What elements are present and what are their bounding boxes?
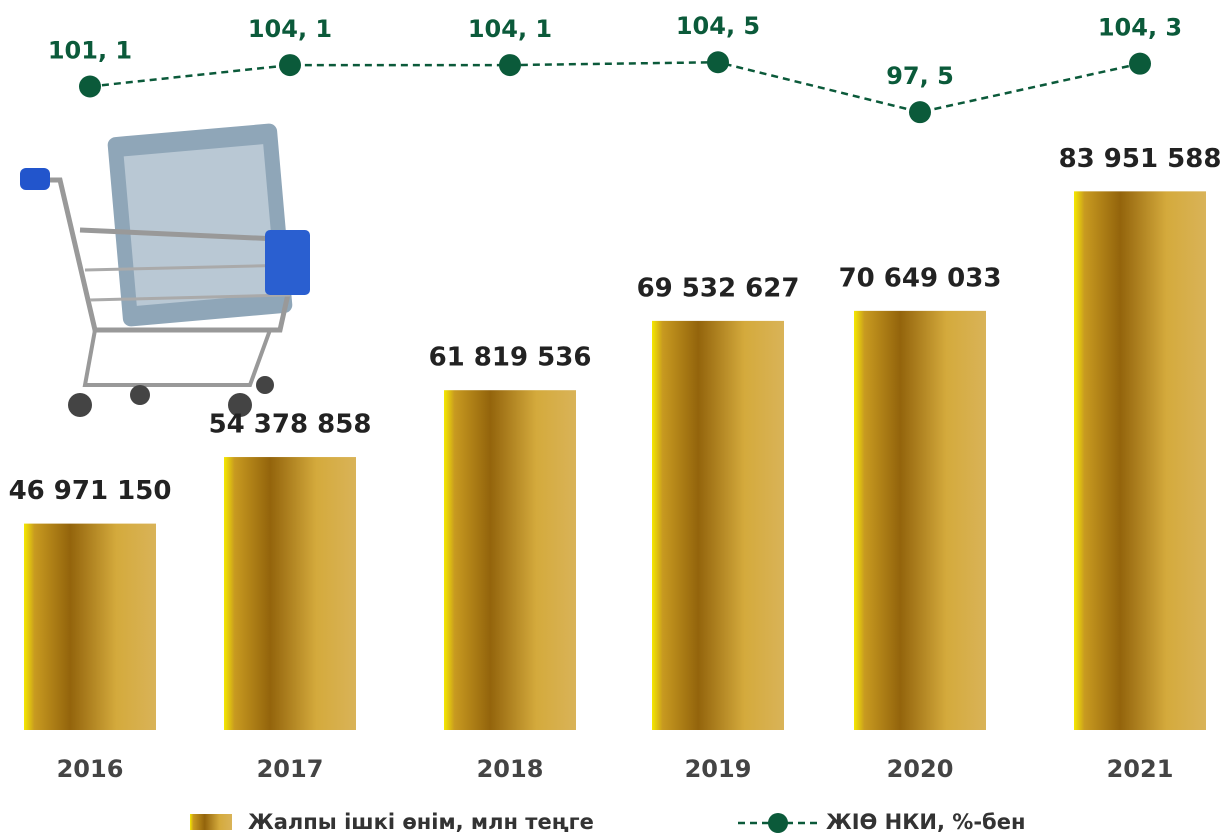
line-point	[707, 51, 729, 74]
x-tick-label: 2018	[477, 755, 544, 783]
bar	[224, 457, 356, 730]
value-label: 46 971 150	[9, 476, 172, 506]
bar	[854, 310, 986, 730]
value-label: 101, 1	[48, 36, 132, 64]
line	[89, 60, 1141, 114]
cart-illustration	[20, 123, 310, 417]
bar	[444, 390, 576, 730]
value-label: 104, 1	[468, 15, 552, 43]
bar	[24, 523, 156, 730]
legend-swatch	[190, 814, 232, 830]
legend-swatch	[768, 813, 788, 833]
line-point	[499, 54, 521, 77]
value-label: 104, 5	[676, 12, 760, 40]
legend-label: Жалпы ішкі өнім, млн теңге	[248, 810, 594, 834]
value-label: 69 532 627	[637, 273, 800, 303]
line-point	[1129, 52, 1151, 75]
x-tick-label: 2021	[1107, 755, 1174, 783]
value-label: 104, 1	[248, 15, 332, 43]
x-tick-label: 2016	[57, 755, 124, 783]
value-label: 70 649 033	[839, 263, 1002, 293]
bar	[652, 320, 784, 730]
value-label: 104, 3	[1098, 14, 1182, 42]
x-tick-label: 2020	[887, 755, 954, 783]
value-label: 83 951 588	[1059, 144, 1221, 174]
x-tick-label: 2019	[685, 755, 752, 783]
x-tick-label: 2017	[257, 755, 324, 783]
line-point	[909, 101, 931, 124]
legend-label: ЖІӨ НКИ, %-бен	[826, 810, 1025, 834]
bar	[1074, 191, 1206, 731]
value-label: 54 378 858	[209, 410, 372, 440]
line-point	[279, 54, 301, 77]
line-point	[79, 75, 101, 98]
value-label: 61 819 536	[429, 343, 592, 373]
value-label: 97, 5	[886, 62, 954, 90]
